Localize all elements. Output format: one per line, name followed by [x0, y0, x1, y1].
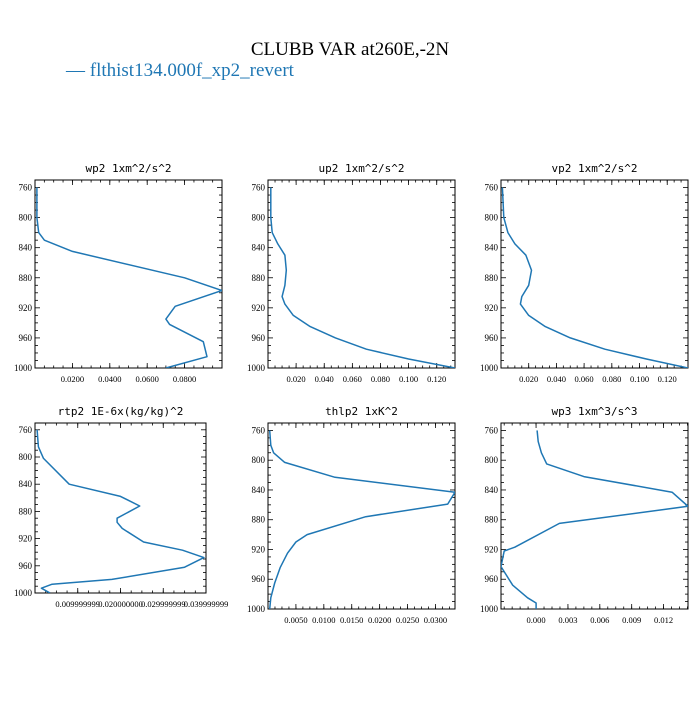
x-tick-label: 0.100 [630, 374, 649, 384]
x-tick-label: 0.0250 [396, 615, 419, 625]
plot-frame [34, 179, 223, 369]
panel-wp3: wp3 1xm^3/s^3 760 800 840 880 920 960 1000 0.000… [480, 405, 689, 625]
y-tick-label: 920 [19, 534, 33, 544]
y-tick-label: 920 [485, 544, 499, 554]
y-tick-label: 960 [19, 561, 33, 571]
y-tick-label: 800 [252, 455, 266, 465]
panel-title: vp2 1xm^2/s^2 [551, 162, 637, 175]
x-tick-label: 0.100 [399, 374, 418, 384]
y-tick-label: 1000 [480, 604, 499, 614]
y-tick-label: 800 [485, 213, 499, 223]
x-tick-label: 0.040 [315, 374, 334, 384]
x-tick-label: 0.060 [575, 374, 594, 384]
y-tick-label: 880 [19, 273, 33, 283]
y-tick-label: 880 [252, 515, 266, 525]
x-tick-label: 0.020 [519, 374, 538, 384]
y-tick-label: 840 [252, 243, 266, 253]
x-tick-label: 0.020000000 [98, 599, 143, 609]
y-tick-label: 920 [252, 303, 266, 313]
panel-rtp2: rtp2 1E-6x(kg/kg)^2 760 800 840 880 920 960 100… [14, 405, 228, 609]
x-tick-label: 0.0300 [424, 615, 447, 625]
x-tick-label: 0.0200 [368, 615, 391, 625]
y-tick-label: 1000 [14, 363, 33, 373]
y-tick-label: 840 [252, 485, 266, 495]
x-tick-label: 0.003 [558, 615, 577, 625]
series-line [270, 187, 455, 368]
y-tick-label: 960 [485, 333, 499, 343]
y-tick-label: 840 [19, 479, 33, 489]
y-tick-label: 920 [252, 544, 266, 554]
panel-vp2: vp2 1xm^2/s^2 760 800 840 880 920 960 1000 0.020… [480, 162, 689, 384]
series-line [501, 430, 688, 609]
plot-frame [267, 422, 456, 610]
y-tick-label: 800 [252, 213, 266, 223]
y-tick-label: 1000 [14, 588, 33, 598]
plot-frame [267, 179, 456, 369]
y-tick-label: 760 [485, 425, 499, 435]
legend-entry: — flthist134.000f_xp2_revert [65, 60, 295, 81]
y-tick-label: 920 [485, 303, 499, 313]
y-tick-label: 880 [485, 273, 499, 283]
x-tick-label: 0.006 [590, 615, 609, 625]
x-tick-label: 0.000 [527, 615, 546, 625]
panel-title: rtp2 1E-6x(kg/kg)^2 [58, 405, 184, 418]
x-tick-label: 0.0050 [284, 615, 307, 625]
panel-title: wp3 1xm^3/s^3 [551, 405, 637, 418]
panel-title: up2 1xm^2/s^2 [318, 162, 404, 175]
figure-title: CLUBB VAR at260E,-2N [251, 39, 450, 60]
y-tick-label: 840 [19, 243, 33, 253]
y-tick-label: 760 [19, 425, 33, 435]
y-tick-label: 800 [19, 452, 33, 462]
x-tick-label: 0.020 [287, 374, 306, 384]
x-tick-label: 0.0400 [98, 374, 121, 384]
x-tick-label: 0.012 [654, 615, 673, 625]
x-tick-label: 0.039999999 [184, 599, 229, 609]
x-tick-label: 0.029999999 [141, 599, 186, 609]
y-tick-label: 880 [485, 515, 499, 525]
series-line [268, 430, 455, 609]
y-tick-label: 800 [19, 213, 33, 223]
y-tick-label: 880 [19, 506, 33, 516]
panel-thlp2: thlp2 1xK^2 760 800 840 880 920 960 1000 0.0050 0… [247, 405, 456, 625]
x-tick-label: 0.009 [622, 615, 641, 625]
x-tick-label: 0.0150 [340, 615, 363, 625]
y-tick-label: 760 [485, 183, 499, 193]
x-tick-label: 0.080 [371, 374, 390, 384]
y-tick-label: 760 [252, 425, 266, 435]
panel-title: thlp2 1xK^2 [325, 405, 398, 418]
x-tick-label: 0.0200 [61, 374, 84, 384]
y-tick-label: 800 [485, 455, 499, 465]
panel-up2: up2 1xm^2/s^2 760 800 840 880 920 960 1000 0.020… [247, 162, 456, 384]
series-line [36, 187, 222, 368]
y-tick-label: 760 [252, 183, 266, 193]
y-tick-label: 840 [485, 485, 499, 495]
x-tick-label: 0.040 [547, 374, 566, 384]
y-tick-label: 760 [19, 183, 33, 193]
y-tick-label: 1000 [480, 363, 499, 373]
x-tick-label: 0.120 [658, 374, 677, 384]
y-tick-label: 840 [485, 243, 499, 253]
panel-title: wp2 1xm^2/s^2 [85, 162, 171, 175]
series-line [501, 187, 688, 368]
y-tick-label: 920 [19, 303, 33, 313]
x-tick-label: 0.120 [427, 374, 446, 384]
x-tick-label: 0.060 [343, 374, 362, 384]
x-tick-label: 0.080 [602, 374, 621, 384]
x-tick-label: 0.009999999 [55, 599, 100, 609]
y-tick-label: 1000 [247, 363, 266, 373]
panel-wp2: wp2 1xm^2/s^2 760 800 840 880 920 960 1000 0.020… [14, 162, 223, 384]
x-tick-label: 0.0800 [173, 374, 196, 384]
plot-frame [500, 179, 689, 369]
y-tick-label: 960 [485, 574, 499, 584]
y-tick-label: 960 [252, 333, 266, 343]
x-tick-label: 0.0100 [312, 615, 335, 625]
series-line [36, 429, 205, 593]
y-tick-label: 880 [252, 273, 266, 283]
y-tick-label: 1000 [247, 604, 266, 614]
plot-frame [500, 422, 689, 610]
y-tick-label: 960 [19, 333, 33, 343]
x-tick-label: 0.0600 [136, 374, 159, 384]
y-tick-label: 960 [252, 574, 266, 584]
